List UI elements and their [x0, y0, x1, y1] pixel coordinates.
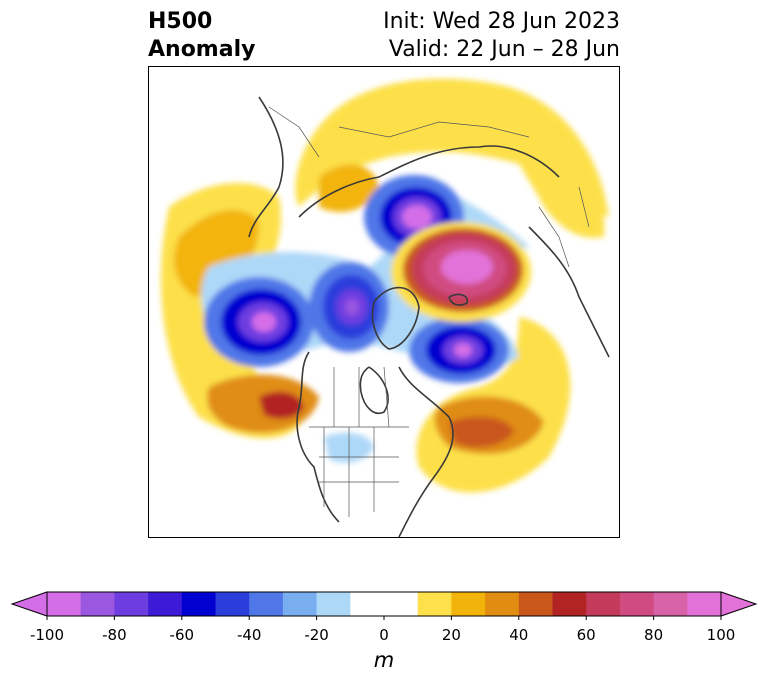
init-date: Init: Wed 28 Jun 2023	[383, 9, 620, 34]
colorbar-bin	[687, 592, 722, 616]
border-russia	[338, 121, 530, 138]
colorbar-bin	[619, 592, 655, 616]
colorbar-tick-label: -60	[169, 626, 195, 644]
colorbar-bin	[485, 592, 520, 616]
title-line-2: Anomaly	[148, 37, 256, 62]
colorbar-extend-low	[10, 591, 48, 617]
colorbar-bin	[114, 592, 149, 616]
chart-title: H500 Anomaly	[148, 8, 255, 64]
colorbar-tick-label: 100	[706, 626, 736, 644]
positive-anomaly-orange-north	[319, 164, 379, 212]
colorbar-tick-label: -20	[304, 626, 329, 644]
colorbar-tick-label: -40	[236, 626, 262, 644]
high-siberia-core	[441, 250, 493, 284]
colorbar-unit: m	[373, 648, 395, 672]
colorbar-bin	[47, 592, 82, 616]
colorbar-bin	[316, 592, 351, 616]
coastline-north-america-west	[296, 351, 340, 523]
colorbar-tick-label: -100	[29, 626, 65, 644]
border-canada-provinces	[333, 366, 390, 428]
positive-anomaly-yellow-northeast	[509, 127, 605, 238]
coastline-north-america-east	[398, 366, 454, 537]
positive-anomaly-yellow-north	[295, 78, 609, 217]
border-europe	[538, 186, 590, 268]
colorbar-bin	[215, 592, 250, 616]
colorbar-bin	[586, 592, 621, 616]
title-line-1: H500	[148, 9, 213, 34]
colorbar-bin	[148, 592, 183, 616]
colorbar-bin	[80, 592, 115, 616]
low-alaska-core	[345, 299, 359, 315]
colorbar-bin	[417, 592, 452, 616]
colorbar-tick-label: -80	[102, 626, 127, 644]
colorbar-extend-high	[720, 591, 758, 617]
colorbar	[10, 591, 758, 620]
colorbar-bin	[653, 592, 688, 616]
colorbar-tick-label: 80	[644, 626, 664, 644]
low-north-pacific-core	[252, 312, 276, 332]
low-north-atlantic-core	[454, 343, 472, 357]
colorbar-bin	[181, 592, 216, 616]
colorbar-tick-label: 20	[441, 626, 461, 644]
coastline-asia-east	[248, 96, 284, 238]
valid-range: Valid: 22 Jun – 28 Jun	[388, 37, 620, 62]
colorbar-bin	[518, 592, 553, 616]
colorbar-bin	[249, 592, 284, 616]
anomaly-map	[148, 66, 620, 538]
colorbar-bin	[552, 592, 587, 616]
coastline-iceland	[448, 293, 469, 306]
coastline-europe	[528, 226, 610, 358]
anomaly-shading	[160, 78, 609, 493]
date-info: Init: Wed 28 Jun 2023 Valid: 22 Jun – 28…	[383, 8, 620, 64]
colorbar-tick-label: 0	[379, 626, 389, 644]
colorbar-bin	[350, 592, 419, 616]
political-borders	[268, 106, 590, 517]
coastline-greenland	[371, 286, 420, 350]
colorbar-bin	[282, 592, 318, 616]
low-svalbard-core	[402, 205, 432, 229]
coastlines	[248, 96, 610, 537]
colorbar-tick-label: 60	[576, 626, 596, 644]
positive-anomaly-red-southwest	[259, 391, 304, 419]
border-asia	[268, 106, 320, 158]
colorbar-tick-label: 40	[509, 626, 529, 644]
map-svg	[160, 78, 610, 537]
coastline-eurasia-north	[298, 145, 560, 218]
colorbar-bin	[451, 592, 486, 616]
coastline-hudson-bay	[359, 366, 389, 414]
positive-anomaly-orange-east-core	[449, 416, 514, 448]
positive-anomaly-orange-west	[174, 210, 259, 297]
